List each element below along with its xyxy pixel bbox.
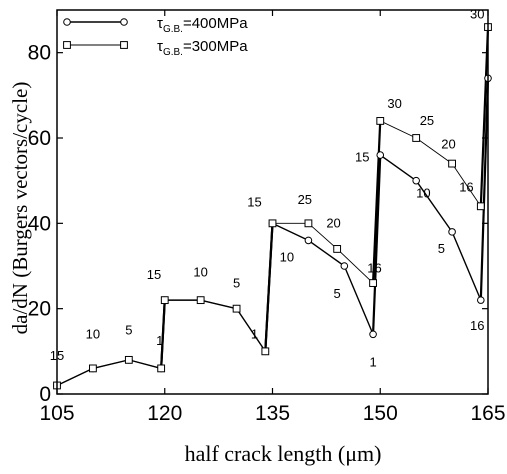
legend-label: τG.B.=400MPa <box>157 15 248 35</box>
plot-frame <box>56 9 489 395</box>
series-line-segment <box>451 163 482 207</box>
data-point-square <box>89 364 97 373</box>
series-line-segment <box>236 308 266 352</box>
series-line-segment <box>200 299 237 310</box>
point-annotation: 16 <box>459 179 473 194</box>
point-annotation: 30 <box>387 96 401 111</box>
point-annotation: 16 <box>470 318 484 333</box>
x-tick-label: 165 <box>470 402 505 425</box>
data-point-square <box>369 279 377 287</box>
x-axis-label: half crack length (μm) <box>185 441 382 466</box>
point-annotation: 15 <box>247 194 261 209</box>
point-annotation: 1 <box>251 327 258 342</box>
data-point-square <box>448 159 456 168</box>
legend-entry: τG.B.=400MPa <box>63 15 248 35</box>
data-point-circle <box>340 262 349 270</box>
y-axis-label: da/dN (Burgers vectors/cycle) <box>8 82 32 335</box>
data-point-square <box>268 219 277 228</box>
point-annotation: 16 <box>367 260 381 275</box>
point-annotation: 20 <box>441 137 455 152</box>
x-tick-label: 120 <box>147 402 182 425</box>
series-line-segment <box>371 155 382 335</box>
series-line-segment <box>128 359 162 369</box>
data-point-square <box>333 245 342 253</box>
data-point-square <box>376 117 385 125</box>
point-annotation: 10 <box>86 327 100 342</box>
y-tick-label: 20 <box>28 298 51 321</box>
series-line-segment <box>415 137 453 164</box>
y-tick-label: 40 <box>28 212 51 235</box>
series-line-segment <box>380 120 417 139</box>
series-line-segment <box>92 359 129 369</box>
data-point-circle <box>304 236 313 245</box>
data-point-square <box>232 304 241 313</box>
data-point-circle <box>412 176 420 185</box>
data-point-square <box>412 134 421 142</box>
point-annotation: 10 <box>280 250 294 265</box>
series-line-segment <box>160 300 166 369</box>
point-annotation: 1 <box>369 354 376 369</box>
point-annotation: 20 <box>326 216 340 231</box>
series-line-segment <box>308 239 345 267</box>
data-point-circle <box>376 151 385 159</box>
point-annotation: 25 <box>298 192 312 207</box>
legend-square-marker <box>120 41 128 49</box>
legend-circle-marker <box>63 18 71 26</box>
y-tick-label: 0 <box>39 383 51 406</box>
series-line-segment <box>308 222 338 250</box>
point-annotation: 5 <box>438 241 445 256</box>
series-line-segment <box>479 78 490 301</box>
point-annotation: 10 <box>416 186 430 201</box>
x-tick-label: 135 <box>255 402 290 425</box>
x-tick-label: 150 <box>363 402 398 425</box>
legend-entry: τG.B.=300MPa <box>63 38 248 58</box>
series-line-segment <box>479 27 490 207</box>
data-point-square <box>196 296 205 305</box>
y-tick-label: 80 <box>28 42 51 65</box>
legend-square-marker <box>63 41 71 49</box>
point-annotation: 25 <box>420 113 434 128</box>
point-annotation: 1 <box>156 333 163 348</box>
series-line-segment <box>415 180 453 233</box>
series-line-segment <box>379 154 417 182</box>
series-line-segment <box>56 367 94 386</box>
point-annotation: 30 <box>470 7 484 22</box>
data-point-circle <box>448 228 456 236</box>
point-annotation: 15 <box>355 149 369 164</box>
y-tick-label: 60 <box>28 127 51 150</box>
legend-circle-marker <box>120 18 128 26</box>
series-line-segment <box>272 222 309 242</box>
point-annotation: 10 <box>193 265 207 280</box>
series-line-segment <box>343 265 374 335</box>
x-tick-label: 105 <box>39 402 74 425</box>
data-point-circle <box>369 330 377 339</box>
data-point-circle <box>477 296 485 304</box>
point-annotation: 5 <box>334 286 341 301</box>
data-point-square <box>476 202 485 211</box>
data-point-square <box>261 347 270 356</box>
point-annotation: 15 <box>147 267 161 282</box>
legend: τG.B.=400MPa τG.B.=300MPa <box>63 15 248 58</box>
data-point-square <box>160 296 169 305</box>
series-line-segment <box>264 223 274 352</box>
data-point-square <box>157 364 166 373</box>
point-annotation: 5 <box>125 322 132 337</box>
series-line-segment <box>451 231 482 301</box>
data-point-square <box>124 355 133 364</box>
series-line-segment <box>371 120 382 284</box>
series-line-segment <box>336 248 374 284</box>
point-annotation: 5 <box>233 275 240 290</box>
legend-label: τG.B.=300MPa <box>157 38 248 58</box>
data-point-square <box>304 219 313 228</box>
